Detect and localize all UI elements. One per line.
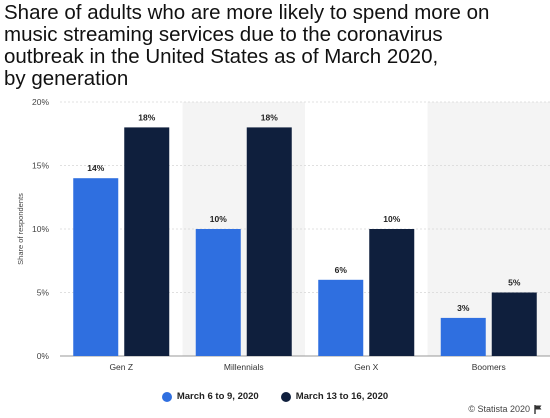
legend-marker: [280, 391, 291, 402]
data-label: 14%: [87, 163, 104, 173]
y-axis-title: Share of respondents: [16, 193, 25, 265]
bar: [369, 229, 415, 356]
bar: [318, 279, 364, 356]
title-line: outbreak in the United States as of Marc…: [4, 45, 439, 68]
data-label: 6%: [335, 265, 348, 275]
data-label: 5%: [508, 278, 521, 288]
bar: [440, 317, 486, 356]
credit[interactable]: © Statista 2020: [468, 404, 542, 414]
y-tick-label: 5%: [37, 288, 50, 298]
bar: [246, 127, 292, 357]
y-tick-label: 0%: [37, 351, 50, 361]
title-line: music streaming services due to the coro…: [4, 23, 443, 46]
x-tick-label: Millennials: [224, 362, 264, 372]
bar: [195, 229, 241, 356]
bar: [73, 178, 119, 356]
legend: March 6 to 9, 2020 March 13 to 16, 2020: [0, 391, 550, 402]
legend-item-series-1[interactable]: March 6 to 9, 2020: [161, 391, 259, 402]
legend-marker: [161, 391, 172, 402]
legend-label: March 13 to 16, 2020: [295, 391, 389, 402]
y-tick-label: 20%: [32, 97, 49, 107]
chart-title: Share of adults who are more likely to s…: [4, 2, 546, 90]
bar: [491, 292, 537, 356]
bar-chart: 0% 5% 10% 15% 20% Share of respondents 14% 18% G…: [0, 92, 550, 392]
y-tick-label: 15%: [32, 161, 49, 171]
data-label: 3%: [457, 303, 470, 313]
bar: [124, 127, 170, 357]
title-line: Share of adults who are more likely to s…: [4, 1, 490, 24]
x-tick-label: Gen X: [354, 362, 378, 372]
y-tick-label: 10%: [32, 224, 49, 234]
chart-svg: 0% 5% 10% 15% 20% Share of respondents 14% 18% G…: [16, 97, 550, 372]
flag-icon: [534, 404, 542, 414]
legend-label: March 6 to 9, 2020: [176, 391, 259, 402]
data-label: 10%: [383, 214, 400, 224]
x-tick-label: Gen Z: [109, 362, 133, 372]
credit-text: © Statista 2020: [468, 404, 530, 414]
data-label: 18%: [261, 112, 278, 122]
x-tick-label: Boomers: [472, 362, 506, 372]
data-label: 18%: [138, 112, 155, 122]
legend-item-series-2[interactable]: March 13 to 16, 2020: [280, 391, 389, 402]
title-line: by generation: [4, 67, 129, 90]
data-label: 10%: [210, 214, 227, 224]
